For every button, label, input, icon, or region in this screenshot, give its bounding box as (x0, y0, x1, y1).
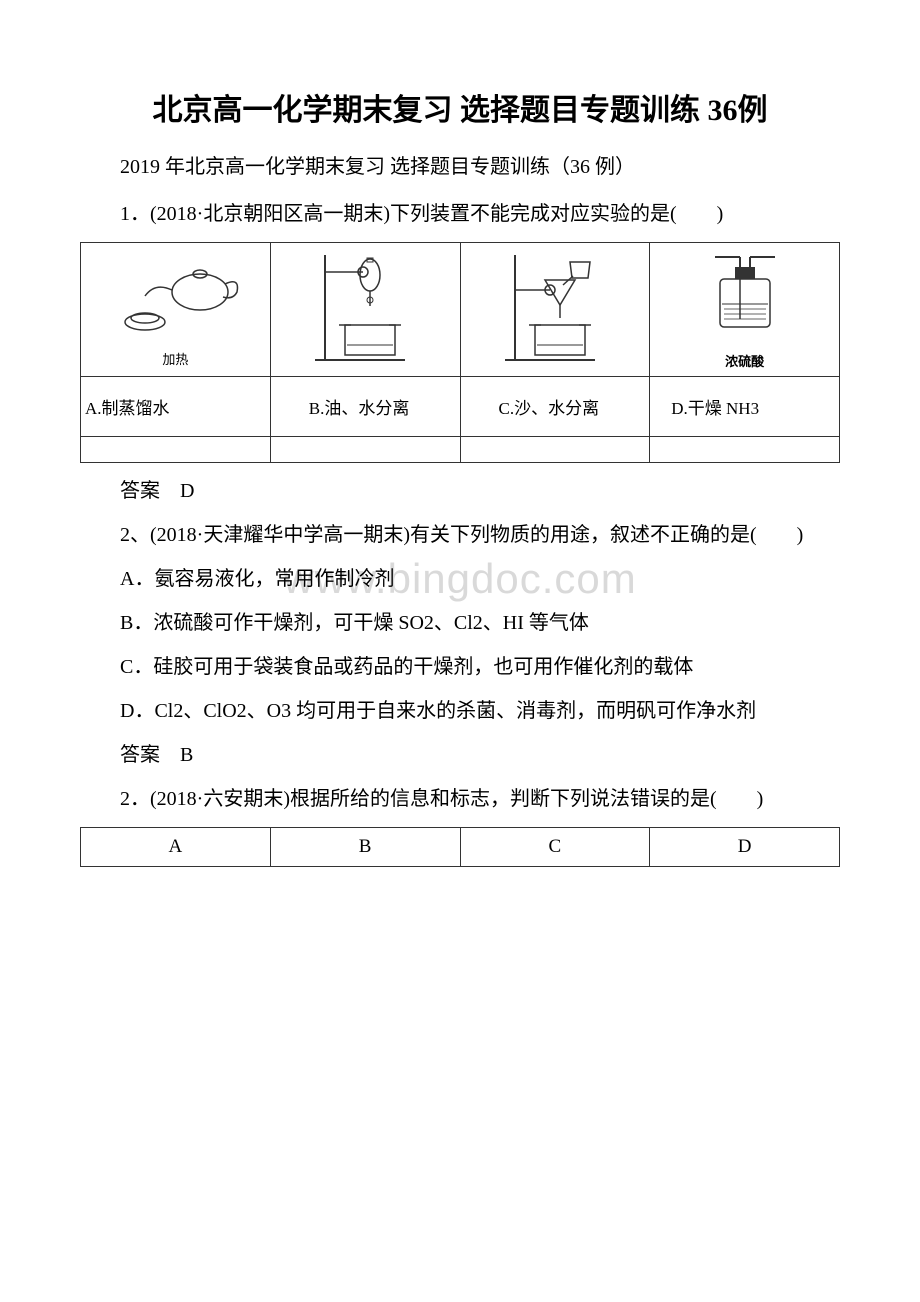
q1-answer: 答案 D (80, 475, 840, 507)
q2b-header-D: D (650, 828, 840, 867)
q1-figure-C (460, 243, 650, 377)
subtitle: 2019 年北京高一化学期末复习 选择题目专题训练（36 例） (80, 152, 840, 182)
empty-cell (270, 437, 460, 463)
q2a-optB: B．浓硫酸可作干燥剂，可干燥 SO2、Cl2、HI 等气体 (80, 607, 840, 639)
q2b-stem: 2．(2018·六安期末)根据所给的信息和标志，判断下列说法错误的是( ) (80, 783, 840, 815)
q1-option-A: A.制蒸馏水 (81, 377, 271, 437)
table-row: A B C D (81, 828, 840, 867)
table-row: A.制蒸馏水 B.油、水分离 C.沙、水分离 D.干燥 NH3 (81, 377, 840, 437)
q1-figure-D: 浓硫酸 (650, 243, 840, 377)
q1-caption-D: 浓硫酸 (656, 351, 833, 370)
q1-option-C: C.沙、水分离 (460, 377, 650, 437)
q1-caption-A: 加热 (87, 349, 264, 368)
table-row: 加热 (81, 243, 840, 377)
q1-table: 加热 (80, 242, 840, 463)
document-body: 北京高一化学期末复习 选择题目专题训练 36例 2019 年北京高一化学期末复习… (80, 90, 840, 867)
q2a-answer: 答案 B (80, 739, 840, 771)
q2a-optC: C．硅胶可用于袋装食品或药品的干燥剂，也可用作催化剂的载体 (80, 651, 840, 683)
teapot-apparatus-icon (105, 252, 245, 347)
empty-cell (460, 437, 650, 463)
q2a-optD: D．Cl2、ClO2、O3 均可用于自来水的杀菌、消毒剂，而明矾可作净水剂 (80, 695, 840, 727)
page-title: 北京高一化学期末复习 选择题目专题训练 36例 (80, 90, 840, 132)
q2b-header-B: B (270, 828, 460, 867)
q1-option-B: B.油、水分离 (270, 377, 460, 437)
filtration-apparatus-icon (485, 250, 625, 370)
q2b-header-A: A (81, 828, 271, 867)
q1-option-D: D.干燥 NH3 (650, 377, 840, 437)
q2b-table: A B C D (80, 827, 840, 867)
gas-drying-bottle-icon (680, 249, 810, 349)
separating-funnel-icon (295, 250, 435, 370)
q1-figure-A: 加热 (81, 243, 271, 377)
table-row (81, 437, 840, 463)
empty-cell (650, 437, 840, 463)
q1-stem: 1．(2018·北京朝阳区高一期末)下列装置不能完成对应实验的是( ) (80, 198, 840, 230)
empty-cell (81, 437, 271, 463)
q2a-optA: A．氨容易液化，常用作制冷剂 (80, 563, 840, 595)
q2b-header-C: C (460, 828, 650, 867)
q1-figure-B (270, 243, 460, 377)
q2a-stem: 2、(2018·天津耀华中学高一期末)有关下列物质的用途，叙述不正确的是( ) (80, 519, 840, 551)
